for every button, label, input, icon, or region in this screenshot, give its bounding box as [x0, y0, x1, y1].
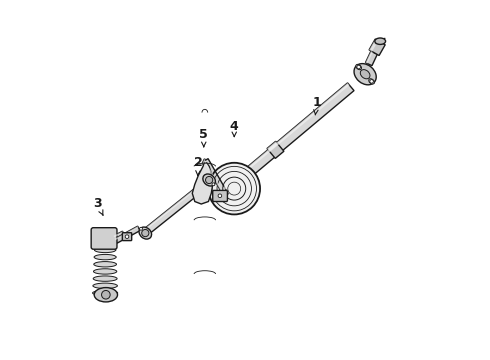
- Ellipse shape: [360, 69, 370, 79]
- Polygon shape: [114, 231, 125, 241]
- Ellipse shape: [93, 276, 117, 281]
- Ellipse shape: [356, 64, 362, 70]
- Circle shape: [205, 176, 213, 184]
- FancyBboxPatch shape: [122, 233, 132, 240]
- Polygon shape: [146, 181, 208, 233]
- Polygon shape: [219, 83, 354, 199]
- Ellipse shape: [94, 262, 117, 267]
- Text: 5: 5: [199, 127, 208, 147]
- Polygon shape: [219, 83, 349, 194]
- Circle shape: [208, 163, 260, 215]
- Circle shape: [370, 80, 373, 83]
- Text: 2: 2: [194, 156, 203, 175]
- Circle shape: [218, 194, 221, 198]
- Ellipse shape: [94, 269, 117, 274]
- Polygon shape: [146, 181, 205, 229]
- Circle shape: [101, 291, 110, 299]
- Ellipse shape: [375, 38, 386, 44]
- FancyBboxPatch shape: [91, 228, 117, 249]
- Polygon shape: [202, 159, 205, 164]
- Ellipse shape: [95, 247, 116, 253]
- Polygon shape: [204, 161, 225, 196]
- FancyBboxPatch shape: [213, 190, 227, 202]
- Circle shape: [212, 183, 215, 186]
- Polygon shape: [267, 141, 284, 158]
- Polygon shape: [115, 226, 138, 240]
- Ellipse shape: [354, 64, 376, 85]
- Ellipse shape: [93, 290, 118, 296]
- Circle shape: [142, 229, 149, 237]
- Polygon shape: [366, 51, 373, 64]
- Polygon shape: [192, 163, 213, 204]
- Text: 1: 1: [312, 96, 321, 115]
- Ellipse shape: [93, 283, 118, 288]
- Ellipse shape: [94, 255, 116, 260]
- Text: 4: 4: [230, 121, 239, 137]
- Polygon shape: [369, 39, 385, 55]
- Circle shape: [357, 65, 361, 69]
- Polygon shape: [114, 231, 123, 238]
- Polygon shape: [115, 226, 140, 243]
- Polygon shape: [366, 51, 377, 66]
- Circle shape: [125, 235, 129, 238]
- Polygon shape: [204, 159, 228, 196]
- Polygon shape: [267, 141, 278, 152]
- Polygon shape: [369, 39, 378, 51]
- Ellipse shape: [94, 288, 118, 302]
- Ellipse shape: [139, 227, 151, 239]
- Text: 3: 3: [93, 197, 103, 215]
- Ellipse shape: [369, 79, 374, 84]
- Polygon shape: [202, 159, 208, 166]
- Ellipse shape: [203, 174, 216, 186]
- Circle shape: [140, 227, 143, 230]
